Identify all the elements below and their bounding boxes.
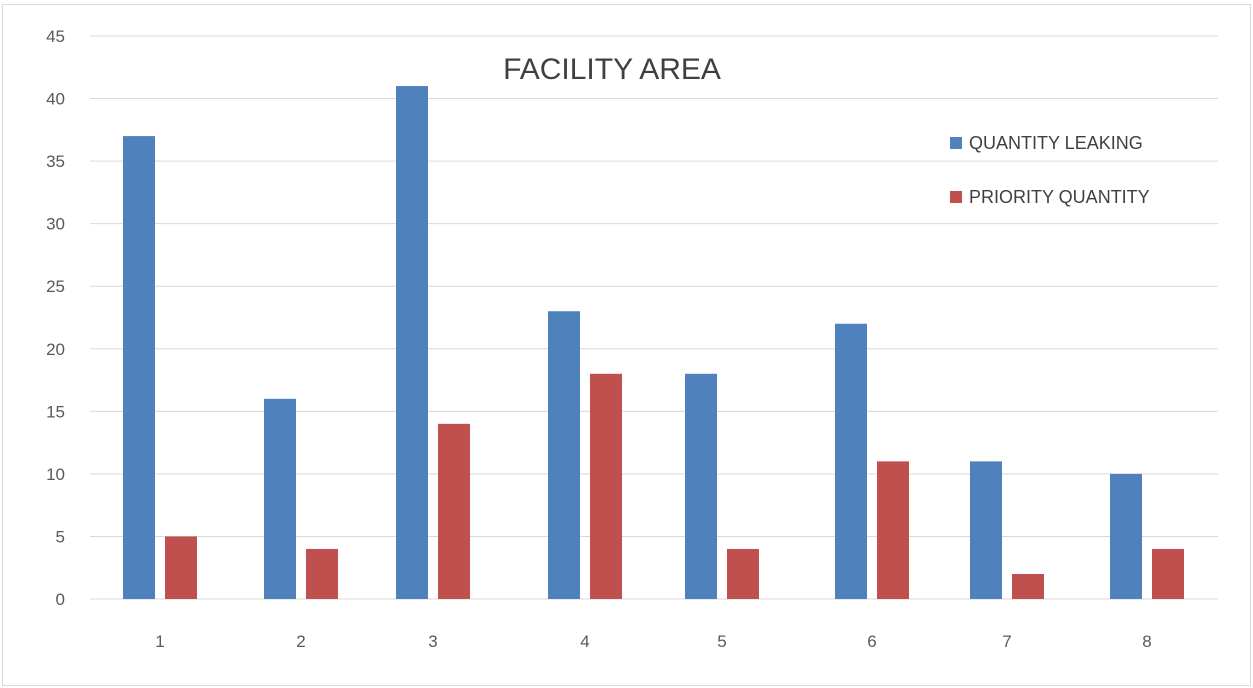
- x-axis-tick-labels: 1 2 3 4 5 6 7 8: [155, 632, 1151, 651]
- y-tick-label: 5: [56, 527, 65, 546]
- y-tick-label: 35: [46, 152, 65, 171]
- bar-quantity-leaking: [123, 136, 155, 600]
- bar-quantity-leaking: [970, 461, 1002, 599]
- chart-frame: [2, 4, 1251, 686]
- legend-label: QUANTITY LEAKING: [969, 133, 1143, 153]
- y-tick-label: 10: [46, 465, 65, 484]
- y-tick-label: 20: [46, 340, 65, 359]
- x-tick-label: 7: [1002, 632, 1011, 651]
- y-axis-tick-labels: 0 5 10 15 20 25 30 35 40 45: [46, 27, 65, 609]
- y-tick-label: 25: [46, 277, 65, 296]
- bar-priority-quantity: [1012, 573, 1044, 599]
- y-tick-label: 40: [46, 90, 65, 109]
- legend-swatch: [950, 137, 962, 149]
- bar-quantity-leaking: [264, 398, 296, 599]
- bar-quantity-leaking: [835, 323, 867, 599]
- x-tick-label: 6: [867, 632, 876, 651]
- bar-quantity-leaking: [685, 373, 717, 599]
- x-tick-label: 3: [428, 632, 437, 651]
- y-tick-label: 0: [56, 590, 65, 609]
- x-tick-label: 4: [580, 632, 589, 651]
- y-tick-label: 30: [46, 215, 65, 234]
- bars: [123, 86, 1184, 600]
- legend: QUANTITY LEAKING PRIORITY QUANTITY: [950, 133, 1150, 207]
- legend-label: PRIORITY QUANTITY: [969, 187, 1150, 207]
- bar-priority-quantity: [165, 536, 197, 599]
- bar-quantity-leaking: [396, 86, 428, 600]
- legend-swatch: [950, 191, 962, 203]
- gridlines: [90, 35, 1218, 600]
- bar-priority-quantity: [727, 548, 759, 599]
- x-tick-label: 8: [1142, 632, 1151, 651]
- x-tick-label: 1: [155, 632, 164, 651]
- y-tick-label: 45: [46, 27, 65, 46]
- bar-priority-quantity: [306, 548, 338, 599]
- bar-priority-quantity: [438, 423, 470, 599]
- chart-title: FACILITY AREA: [503, 53, 721, 86]
- y-tick-label: 15: [46, 402, 65, 421]
- bar-quantity-leaking: [1110, 473, 1142, 599]
- bar-priority-quantity: [1152, 548, 1184, 599]
- bar-priority-quantity: [877, 461, 909, 599]
- x-tick-label: 2: [296, 632, 305, 651]
- bar-quantity-leaking: [548, 311, 580, 599]
- x-tick-label: 5: [717, 632, 726, 651]
- bar-priority-quantity: [590, 373, 622, 599]
